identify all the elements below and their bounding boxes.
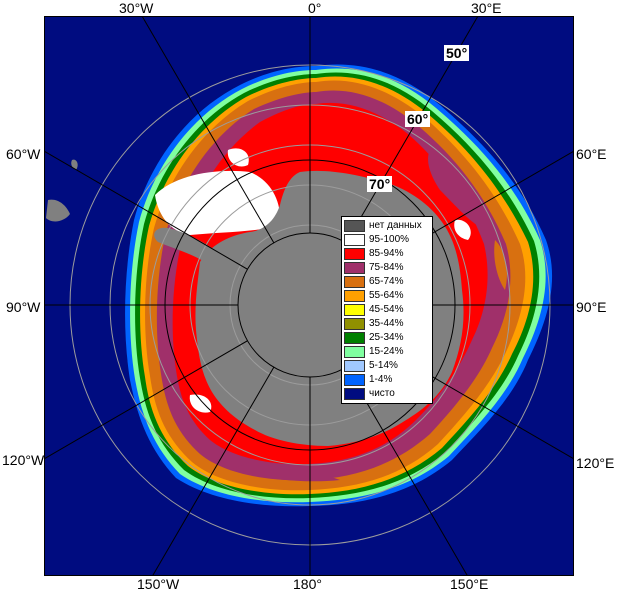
lon-label-30e: 30°E <box>471 0 502 16</box>
legend-label: 95-100% <box>369 233 410 245</box>
legend-swatch <box>344 303 365 316</box>
legend-label: 35-44% <box>369 317 404 329</box>
legend-label: 15-24% <box>369 345 404 357</box>
legend-swatch <box>344 345 365 358</box>
ice-patch-65-74 <box>494 240 507 290</box>
legend-item: 45-54% <box>344 303 403 316</box>
legend-item: 65-74% <box>344 275 403 288</box>
legend-swatch <box>344 373 365 386</box>
legend-item: 5-14% <box>344 359 398 372</box>
legend-swatch <box>344 289 365 302</box>
legend-swatch <box>344 219 365 232</box>
polar-ring <box>164 159 456 451</box>
antarctic-peninsula <box>154 227 215 262</box>
lon-label-90w: 90°W <box>6 299 41 315</box>
legend-label: 25-34% <box>369 331 404 343</box>
legend-item: чисто <box>344 387 395 400</box>
lon-label-90e: 90°E <box>576 299 607 315</box>
lon-label-180: 180° <box>293 576 322 592</box>
lon-label-150e: 150°E <box>450 576 489 592</box>
legend-item: 95-100% <box>344 233 409 246</box>
south-america-tip <box>46 199 70 222</box>
legend-label: нет данных <box>369 219 422 231</box>
ice-patch-95-100 <box>155 170 281 235</box>
legend-item: 85-94% <box>344 247 403 260</box>
legend-label: 45-54% <box>369 303 404 315</box>
lon-label-60e: 60°E <box>576 146 607 162</box>
legend-label: 1-4% <box>369 373 393 385</box>
lon-label-30w: 30°W <box>119 0 154 16</box>
legend-label: 65-74% <box>369 275 404 287</box>
legend-item: нет данных <box>344 219 422 232</box>
lon-label-120e: 120°E <box>576 455 615 471</box>
ice-patch-95-100 <box>227 148 249 167</box>
legend-label: 75-84% <box>369 261 404 273</box>
legend-label: 85-94% <box>369 247 404 259</box>
legend-swatch <box>344 247 365 260</box>
sea-ice-map <box>44 16 574 576</box>
legend-label: чисто <box>369 387 395 399</box>
legend-swatch <box>344 331 365 344</box>
legend-swatch <box>344 261 365 274</box>
lat-label-60: 60° <box>405 111 431 127</box>
legend-item: 15-24% <box>344 345 403 358</box>
map-frame <box>44 16 574 576</box>
legend-swatch <box>344 317 365 330</box>
legend-item: 1-4% <box>344 373 392 386</box>
ice-patch-75-84 <box>230 462 340 482</box>
legend-swatch <box>344 233 365 246</box>
legend-swatch <box>344 359 365 372</box>
lat-label-50: 50° <box>444 45 470 61</box>
legend: нет данных 95-100% 85-94% 75-84% 65-74% 55-64… <box>341 216 433 404</box>
legend-label: 5-14% <box>369 359 398 371</box>
legend-item: 55-64% <box>344 289 403 302</box>
legend-swatch <box>344 275 365 288</box>
legend-swatch <box>344 387 365 400</box>
lon-label-60w: 60°W <box>6 146 41 162</box>
ice-patch-95-100 <box>454 219 471 240</box>
legend-item: 35-44% <box>344 317 403 330</box>
lon-label-120w: 120°W <box>2 452 45 468</box>
ice-patch-95-100 <box>189 394 212 413</box>
lat-label-70: 70° <box>367 176 393 192</box>
lon-label-150w: 150°W <box>137 576 180 592</box>
legend-item: 25-34% <box>344 331 403 344</box>
lon-label-0: 0° <box>308 0 322 16</box>
legend-item: 75-84% <box>344 261 403 274</box>
legend-label: 55-64% <box>369 289 404 301</box>
